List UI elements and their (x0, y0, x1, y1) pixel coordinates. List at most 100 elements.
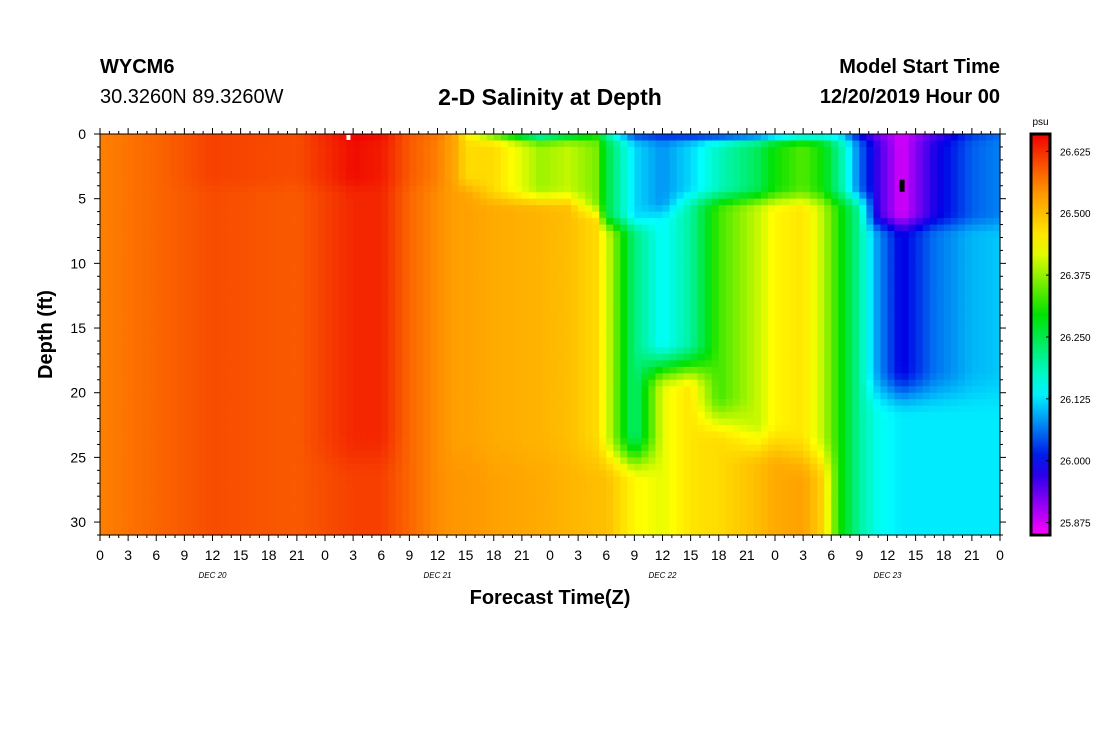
heatmap-cell (360, 437, 368, 446)
heatmap-cell (627, 502, 635, 510)
heatmap-cell (592, 334, 600, 342)
heatmap-cell (634, 366, 643, 374)
heatmap-cell (254, 489, 263, 497)
heatmap-cell (163, 192, 171, 200)
heatmap-cell (585, 373, 593, 381)
heatmap-cell (121, 386, 129, 394)
heatmap-cell (247, 185, 256, 193)
heatmap-cell (121, 489, 129, 497)
heatmap-cell (613, 140, 621, 148)
heatmap-cell (535, 509, 544, 517)
heatmap-cell (585, 211, 593, 219)
heatmap-cell (550, 373, 558, 381)
heatmap-cell (275, 334, 284, 342)
heatmap-cell (142, 392, 150, 400)
heatmap-cell (212, 509, 221, 517)
heatmap-cell (275, 205, 284, 213)
heatmap-cell (550, 483, 558, 491)
heatmap-cell (606, 489, 614, 497)
heatmap-cell (599, 166, 607, 174)
heatmap-cell (409, 134, 418, 142)
heatmap-cell (240, 509, 249, 517)
heatmap-cell (655, 166, 664, 174)
heatmap-cell (100, 218, 108, 226)
heatmap-cell (451, 379, 460, 387)
heatmap-cell (430, 243, 439, 252)
heatmap-cell (114, 263, 122, 271)
heatmap-cell (275, 366, 284, 374)
heatmap-cell (310, 353, 319, 361)
heatmap-cell (641, 166, 650, 174)
heatmap-cell (423, 347, 432, 355)
heatmap-cell (346, 159, 354, 167)
heatmap-cell (585, 444, 593, 452)
heatmap-cell (261, 463, 270, 471)
heatmap-cell (149, 470, 157, 478)
heatmap-cell (557, 450, 565, 458)
heatmap-cell (458, 134, 467, 142)
heatmap-cell (402, 509, 410, 517)
heatmap-cell (381, 134, 389, 142)
heatmap-cell (381, 418, 389, 426)
heatmap-cell (353, 308, 361, 316)
heatmap-cell (367, 366, 375, 374)
heatmap-cell (486, 405, 495, 413)
heatmap-cell (339, 418, 347, 426)
heatmap-cell (353, 172, 361, 180)
heatmap-cell (310, 192, 319, 200)
heatmap-cell (550, 463, 558, 471)
heatmap-cell (374, 302, 382, 310)
heatmap-cell (198, 282, 207, 290)
heatmap-cell (641, 140, 650, 148)
heatmap-cell (472, 392, 481, 400)
heatmap-cell (149, 185, 157, 193)
heatmap-cell (627, 386, 635, 394)
heatmap-cell (578, 373, 586, 381)
heatmap-cell (430, 237, 439, 245)
heatmap-cell (177, 418, 185, 426)
heatmap-cell (317, 146, 326, 155)
heatmap-cell (100, 250, 108, 258)
heatmap-cell (620, 412, 628, 420)
heatmap-cell (592, 412, 600, 420)
heatmap-cell (205, 263, 214, 271)
heatmap-cell (395, 425, 403, 433)
heatmap-cell (282, 328, 291, 336)
heatmap-cell (135, 282, 143, 290)
heatmap-cell (648, 328, 657, 336)
heatmap-cell (430, 166, 439, 174)
heatmap-cell (282, 373, 291, 381)
heatmap-cell (156, 308, 164, 316)
heatmap-cell (261, 250, 270, 258)
heatmap-cell (135, 295, 143, 303)
heatmap-cell (388, 379, 396, 387)
heatmap-cell (149, 360, 157, 368)
heatmap-cell (585, 295, 593, 303)
heatmap-cell (107, 211, 115, 219)
heatmap-cell (226, 528, 235, 536)
heatmap-cell (528, 328, 537, 336)
heatmap-cell (247, 392, 256, 400)
heatmap-cell (550, 263, 558, 271)
heatmap-cell (465, 134, 474, 142)
heatmap-cell (205, 231, 214, 239)
heatmap-cell (121, 470, 129, 478)
heatmap-cell (514, 437, 523, 446)
heatmap-cell (310, 522, 319, 530)
heatmap-cell (198, 269, 207, 277)
heatmap-cell (557, 140, 565, 148)
heatmap-cell (648, 418, 657, 426)
heatmap-cell (542, 431, 551, 439)
heatmap-cell (500, 340, 509, 349)
heatmap-cell (606, 263, 614, 271)
heatmap-cell (268, 172, 277, 180)
heatmap-cell (240, 134, 249, 142)
heatmap-cell (121, 243, 129, 252)
heatmap-cell (212, 386, 221, 394)
heatmap-cell (571, 386, 579, 394)
heatmap-cell (374, 437, 382, 446)
heatmap-cell (114, 515, 122, 523)
heatmap-cell (641, 211, 650, 219)
heatmap-cell (135, 146, 143, 155)
heatmap-cell (247, 502, 256, 510)
